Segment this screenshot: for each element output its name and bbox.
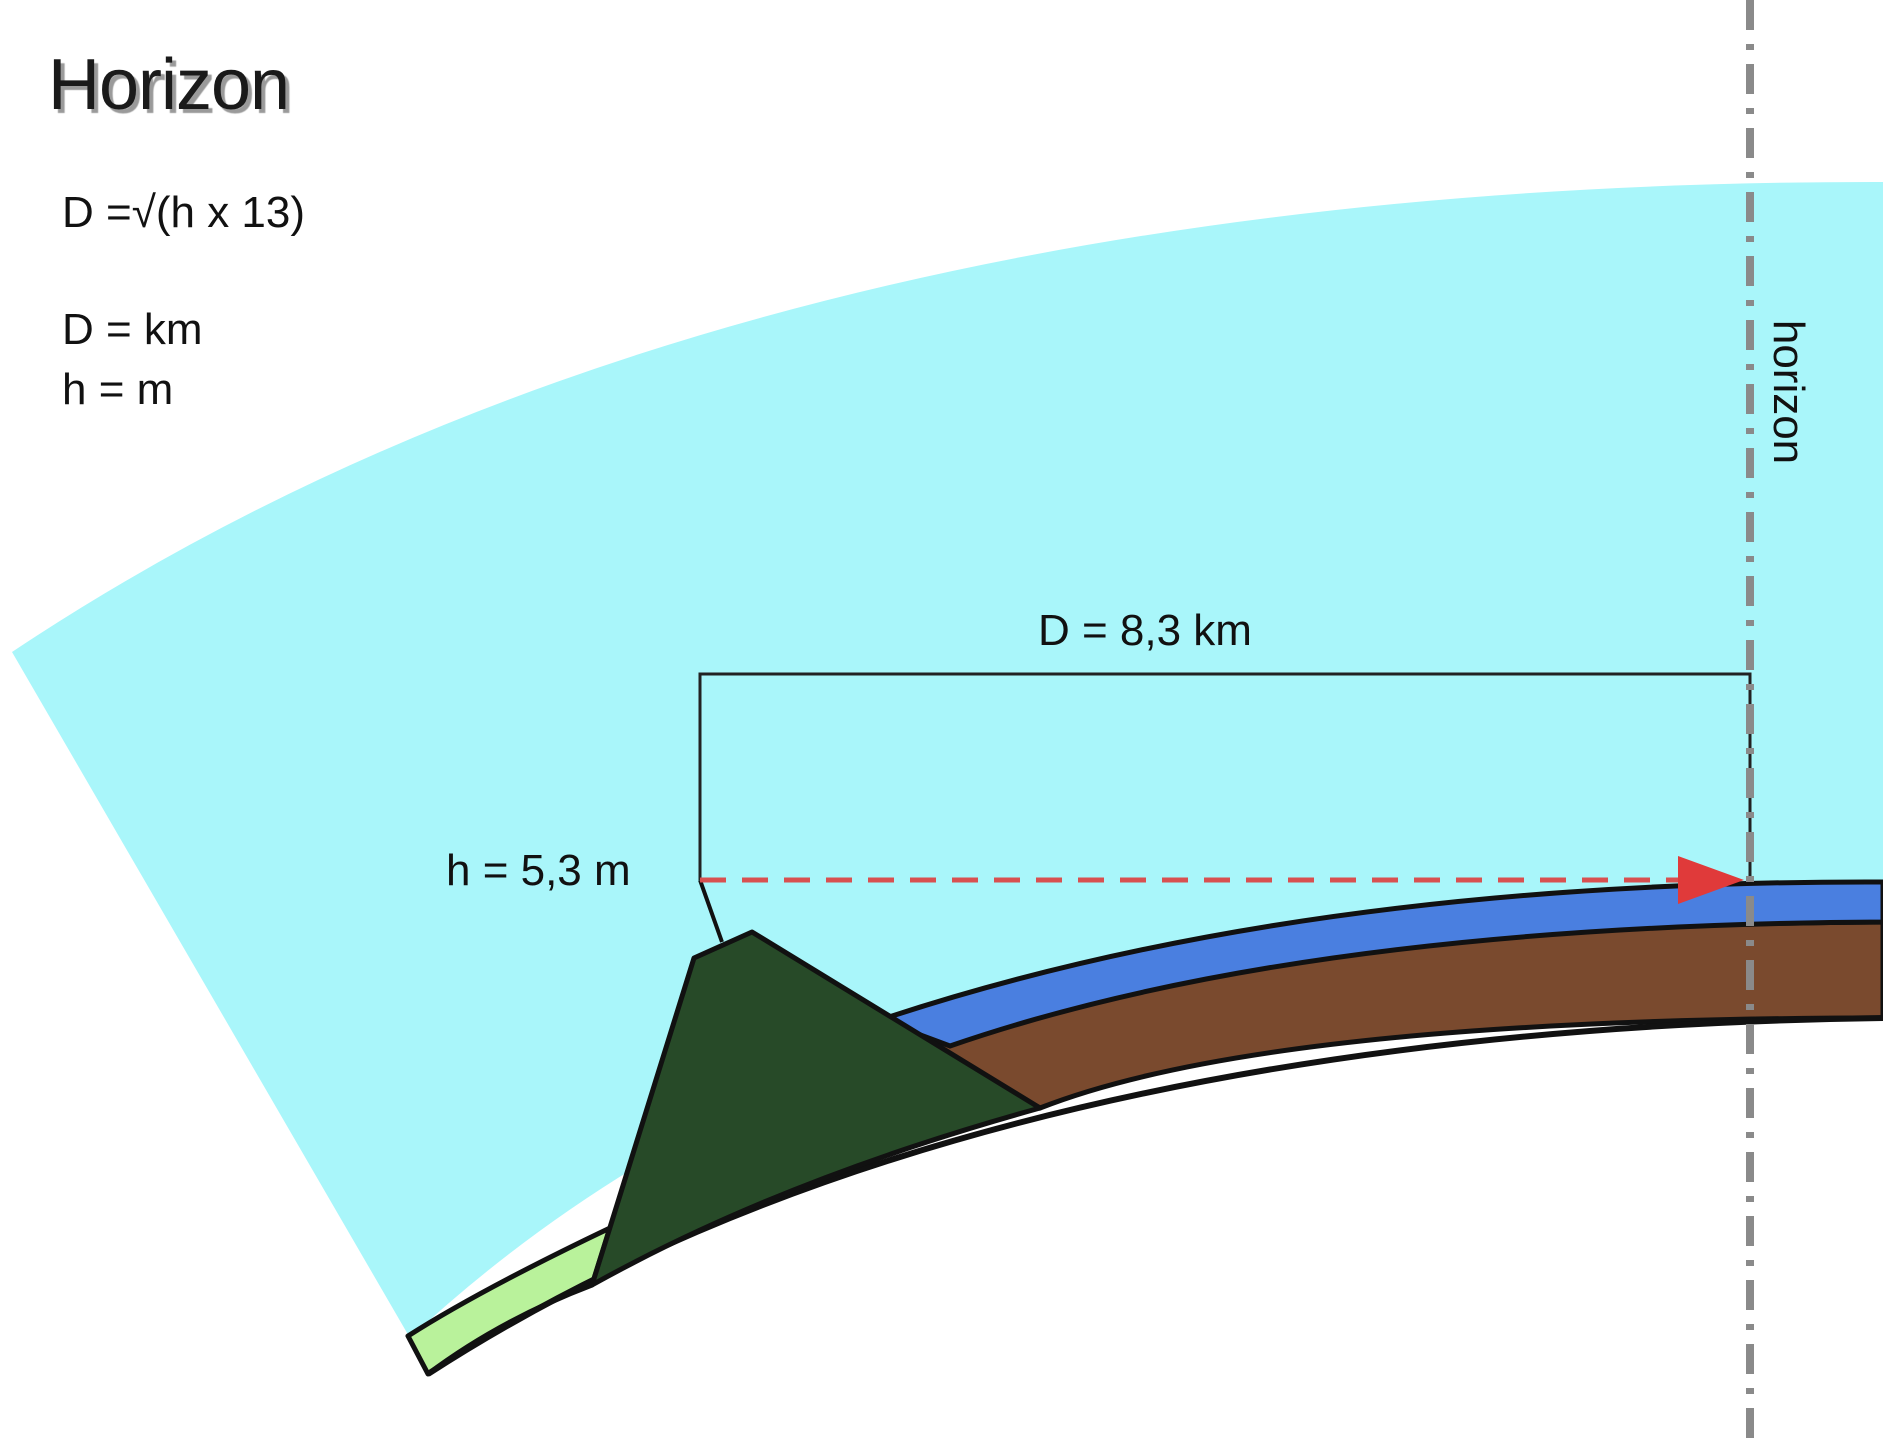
height-label: h = 5,3 m [446, 846, 631, 895]
sight-arrow-head [1678, 856, 1744, 904]
horizon-formula: D =√(h x 13) [62, 188, 306, 237]
mountain [589, 929, 1043, 1288]
height-unit-note: h = m [62, 365, 174, 414]
sky-region [12, 181, 1883, 1338]
distance-unit-note: D = km [62, 305, 203, 354]
diagram-title: Horizon [48, 45, 290, 125]
observer-post [698, 879, 724, 943]
horizon-label: horizon [1764, 319, 1813, 465]
water-layer [872, 879, 1883, 1049]
distance-label: D = 8,3 km [1038, 606, 1252, 655]
